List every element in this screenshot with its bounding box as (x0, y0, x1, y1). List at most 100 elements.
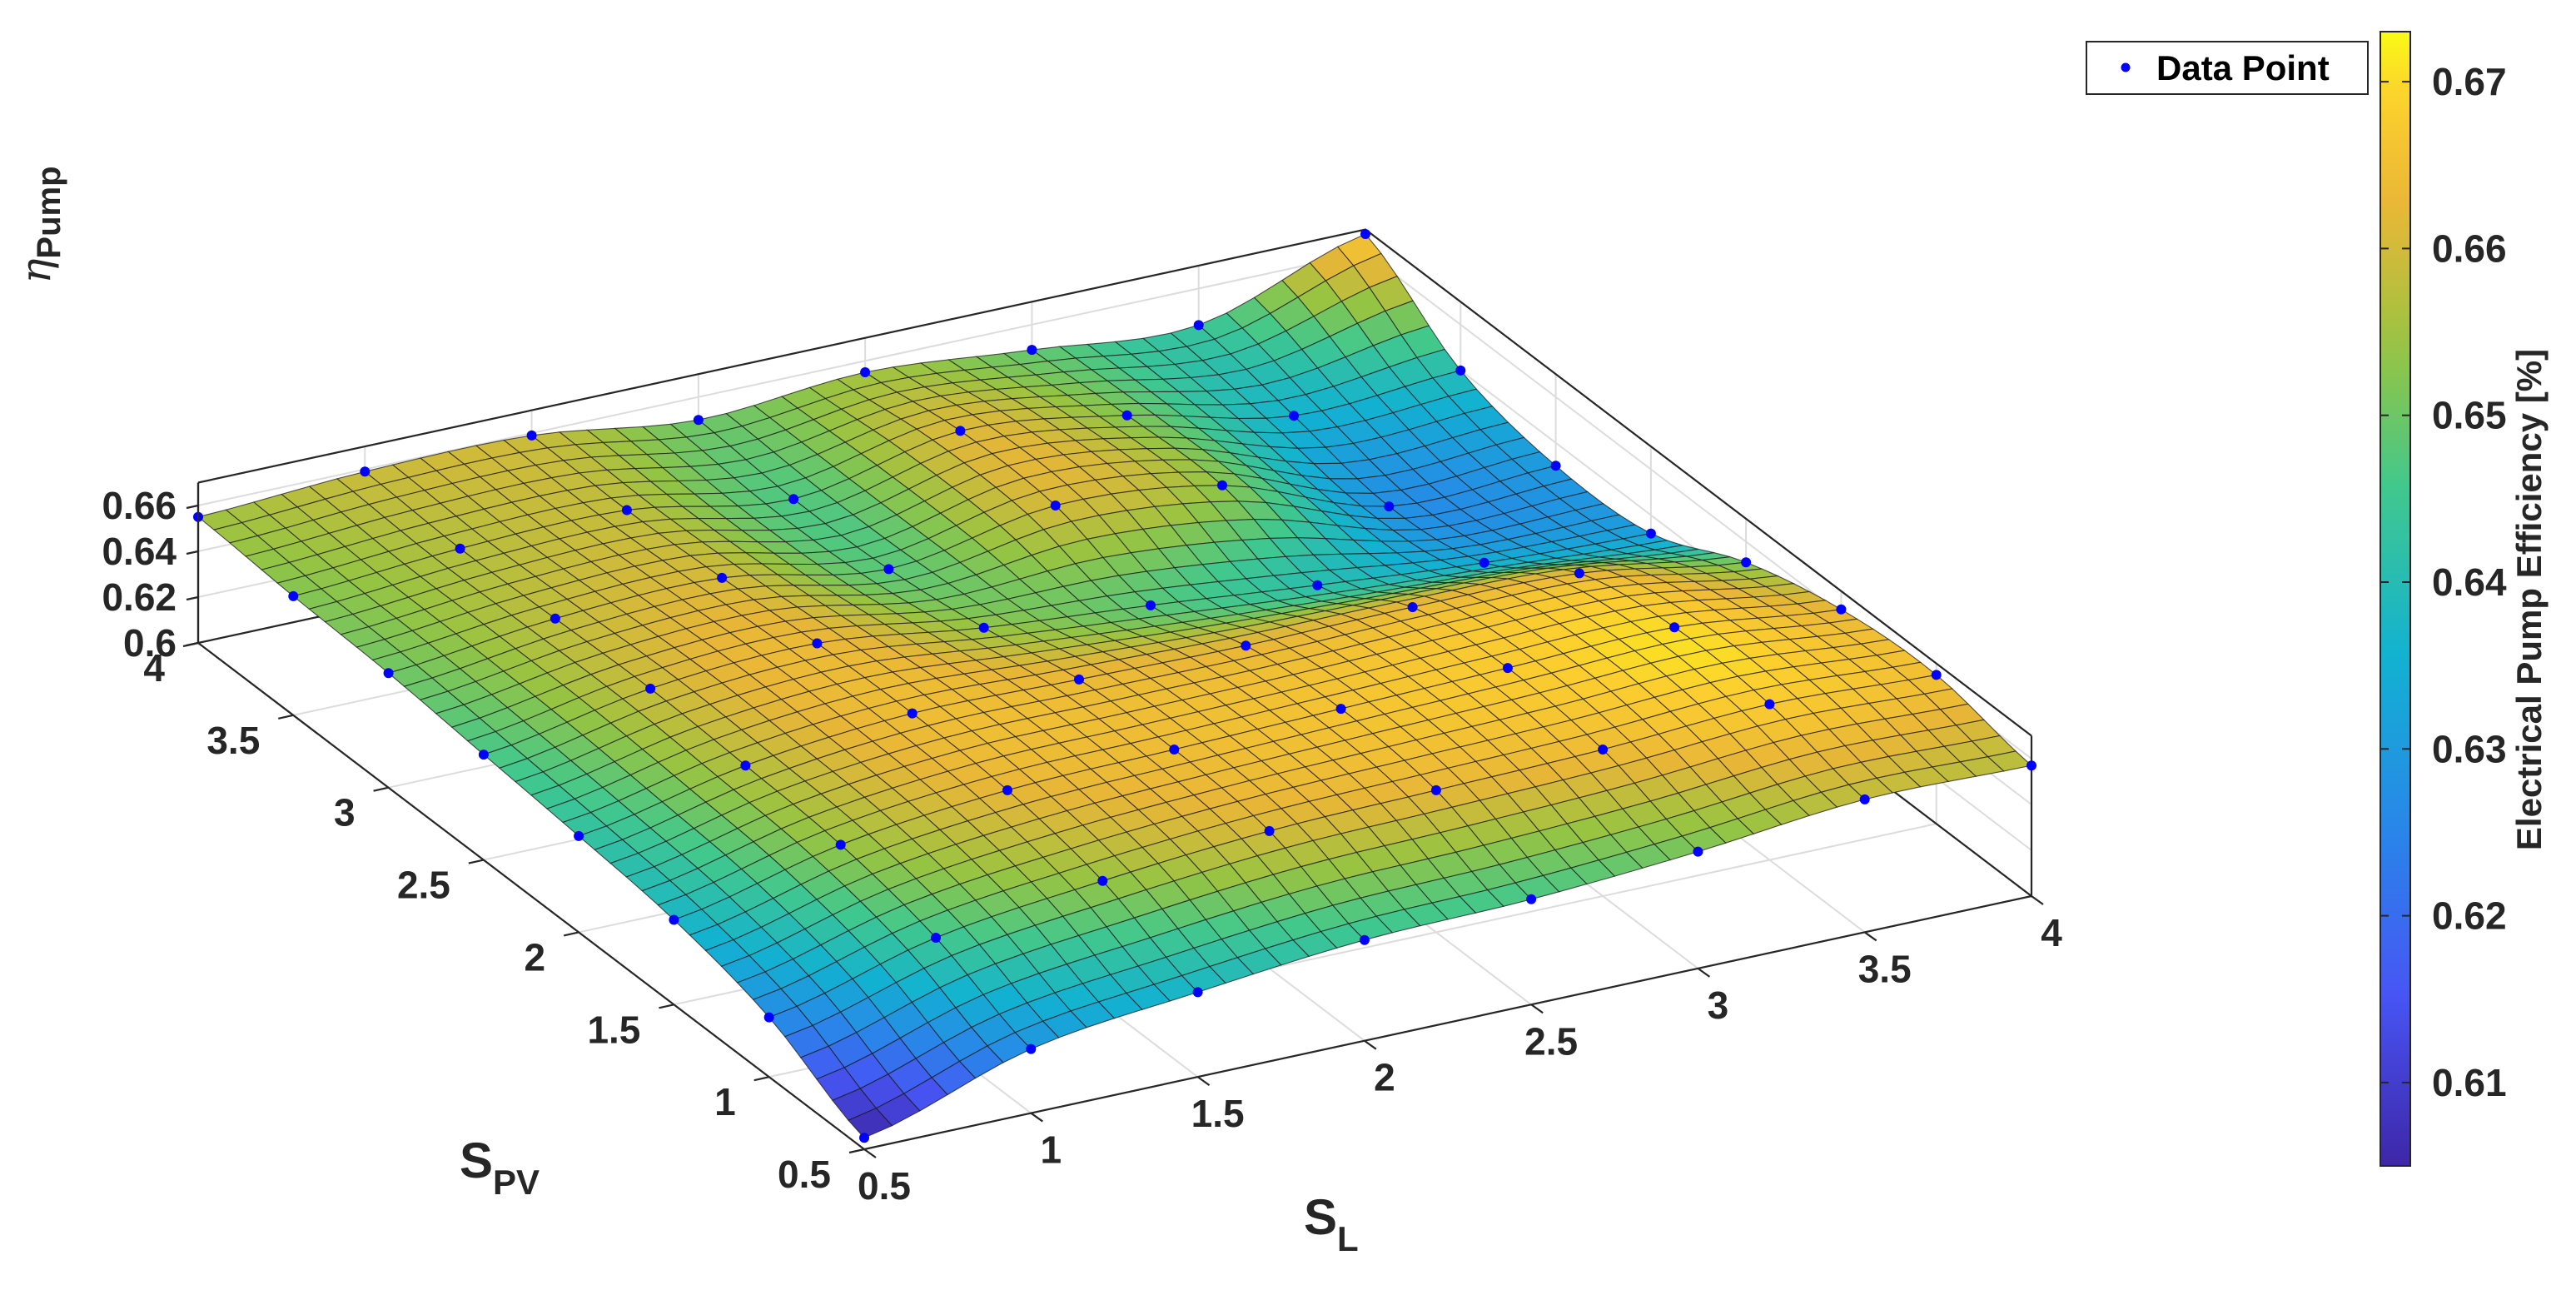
x-tick-label: 2 (1374, 1056, 1395, 1099)
data-point (931, 933, 941, 943)
data-point (1430, 784, 1441, 795)
data-point (978, 622, 989, 633)
colorbar-gradient (2380, 31, 2411, 1167)
x-tick-label: 4 (2041, 911, 2062, 954)
y-tick-label: 3.5 (206, 719, 260, 762)
x-tick-label: 1 (1041, 1128, 1062, 1172)
y-tick-label: 4 (143, 646, 165, 690)
data-point (740, 760, 751, 771)
z-axis-label: ηPump (12, 166, 67, 283)
x-axis-label: SL (1304, 1189, 1359, 1258)
data-point (383, 668, 394, 679)
y-tick-label: 3 (334, 791, 356, 834)
x-tick-label: 3.5 (1858, 947, 1912, 990)
data-point (812, 638, 823, 649)
z-tick-label: 0.66 (102, 484, 177, 527)
data-point (1598, 745, 1609, 755)
data-point (360, 466, 370, 477)
data-point (1384, 501, 1395, 512)
legend-marker (2121, 62, 2131, 72)
data-point (907, 708, 918, 719)
data-point (1027, 345, 1037, 356)
data-point (1335, 704, 1346, 715)
y-tick-label: 1 (714, 1080, 736, 1123)
data-point (1407, 602, 1418, 612)
data-points (193, 229, 2036, 1143)
y-tick-label: 0.5 (778, 1153, 831, 1196)
colorbar-label: Electrical Pump Efficiency [%] (2509, 349, 2549, 850)
data-point (1360, 229, 1370, 239)
data-point (1289, 411, 1299, 421)
y-axis-label: SPV (460, 1133, 540, 1202)
data-point (693, 415, 704, 426)
data-point (860, 367, 871, 377)
x-tick-label: 1.5 (1191, 1092, 1245, 1135)
data-point (1193, 320, 1204, 331)
data-point (835, 839, 846, 850)
data-point (1693, 846, 1703, 857)
z-tick-label: 0.6 (123, 621, 177, 665)
data-point (1002, 784, 1012, 795)
data-point (1574, 568, 1584, 579)
colorbar-tick-label: 0.67 (2432, 60, 2507, 103)
data-point (1550, 461, 1561, 471)
data-point (1836, 604, 1847, 615)
legend-label: Data Point (2156, 48, 2330, 87)
data-point (288, 590, 299, 601)
data-point (859, 1133, 869, 1143)
data-point (478, 750, 489, 760)
data-point (1050, 501, 1061, 511)
x-tick-label: 0.5 (858, 1164, 911, 1208)
data-point (1526, 894, 1537, 904)
y-tick-label: 1.5 (587, 1008, 640, 1051)
data-point (669, 914, 679, 925)
data-point (1312, 580, 1323, 590)
z-tick-label: 0.64 (102, 530, 177, 573)
x-tick-label: 3 (1708, 984, 1729, 1027)
data-point (1264, 825, 1275, 836)
colorbar-tick-label: 0.64 (2432, 560, 2507, 604)
data-point (1146, 600, 1156, 610)
data-point (2026, 760, 2036, 771)
data-point (1217, 480, 1227, 491)
data-point (955, 426, 966, 436)
colorbar-tick-label: 0.66 (2432, 227, 2507, 270)
data-point (621, 505, 632, 516)
data-point (1074, 674, 1084, 685)
data-point (1359, 934, 1370, 945)
data-point (1026, 1043, 1037, 1054)
data-point (1931, 670, 1942, 680)
data-point (1479, 557, 1489, 568)
legend: Data Point (2086, 41, 2369, 95)
colorbar: 0.61 0.62 0.63 0.64 0.65 0.66 0.67 (2380, 31, 2507, 1167)
axes: 0.511.522.533.540.511.522.533.540.60.620… (102, 482, 2062, 1208)
colorbar-tick-label: 0.63 (2432, 727, 2507, 770)
y-tick-label: 2.5 (397, 864, 450, 907)
colorbar-tick-label: 0.62 (2432, 894, 2507, 938)
data-point (1859, 794, 1870, 804)
y-tick-label: 2 (525, 935, 546, 979)
data-point (526, 430, 537, 441)
data-point (1169, 745, 1180, 755)
data-point (550, 613, 560, 624)
legend-box (2086, 41, 2369, 95)
data-point (1669, 622, 1680, 633)
surface-mesh (196, 233, 2033, 1138)
data-point (1764, 699, 1775, 710)
data-point (1502, 663, 1513, 674)
data-point (455, 543, 465, 554)
data-point (574, 830, 584, 841)
data-point (763, 1012, 774, 1023)
data-point (1241, 640, 1251, 651)
data-point (1121, 410, 1132, 421)
data-point (1097, 875, 1108, 886)
data-point (883, 564, 894, 575)
colorbar-tick-label: 0.61 (2432, 1061, 2507, 1104)
data-point (1645, 528, 1656, 539)
colorbar-tick-label: 0.65 (2432, 394, 2507, 437)
data-point (1455, 365, 1466, 376)
z-tick-label: 0.62 (102, 575, 177, 619)
data-point (1741, 557, 1752, 568)
data-point (788, 494, 799, 505)
